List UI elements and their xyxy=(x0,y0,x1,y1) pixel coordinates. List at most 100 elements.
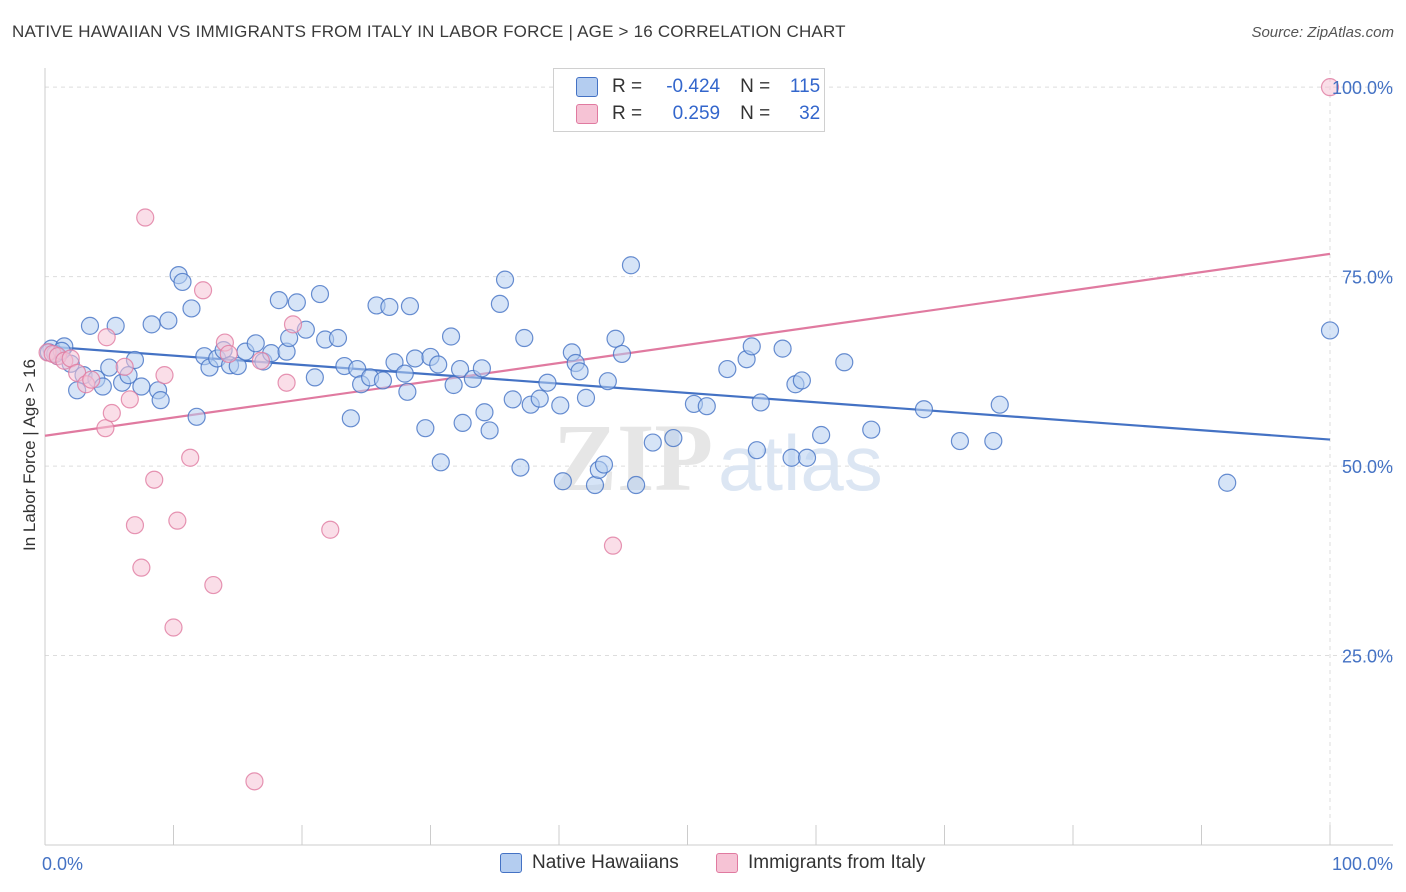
point-native-hawaiians xyxy=(142,315,161,334)
point-native-hawaiians xyxy=(450,359,470,379)
point-native-hawaiians xyxy=(530,389,549,408)
y-tick-label: 100.0% xyxy=(1332,78,1393,98)
point-immigrants-italy xyxy=(120,390,139,409)
point-native-hawaiians xyxy=(472,359,491,378)
legend-item-immigrants-italy: Immigrants from Italy xyxy=(716,852,925,874)
point-native-hawaiians xyxy=(400,297,420,316)
point-native-hawaiians xyxy=(773,339,792,358)
point-native-hawaiians xyxy=(182,299,201,318)
point-native-hawaiians xyxy=(475,403,494,422)
point-immigrants-italy xyxy=(283,315,303,334)
point-native-hawaiians xyxy=(553,472,572,491)
point-immigrants-italy xyxy=(132,558,151,577)
point-immigrants-italy xyxy=(251,351,270,370)
legend-n-label: N = xyxy=(740,103,771,124)
point-native-hawaiians xyxy=(159,311,178,330)
point-immigrants-italy xyxy=(277,373,296,392)
point-native-hawaiians xyxy=(511,458,530,477)
point-native-hawaiians xyxy=(1218,473,1237,492)
point-native-hawaiians xyxy=(187,407,206,426)
point-immigrants-italy xyxy=(1320,78,1340,97)
point-native-hawaiians xyxy=(576,388,596,407)
point-native-hawaiians xyxy=(453,413,472,432)
data-points xyxy=(38,78,1340,791)
legend-swatch-pink xyxy=(576,104,598,124)
legend-item-native-hawaiians: Native Hawaiians xyxy=(500,852,679,874)
legend-r-label: R = xyxy=(612,76,643,97)
legend-row-immigrants-italy: R = 0.259 N = 32 xyxy=(576,101,820,127)
y-tick-labels: 25.0% 50.0% 75.0% 100.0% xyxy=(1332,78,1393,666)
trend-line-immigrants-italy xyxy=(44,252,1331,437)
chart-source: Source: ZipAtlas.com xyxy=(1251,24,1394,41)
point-native-hawaiians xyxy=(606,329,625,348)
point-native-hawaiians xyxy=(228,356,247,376)
x-tick-label-max: 100.0% xyxy=(1332,854,1393,874)
point-native-hawaiians xyxy=(812,425,831,445)
point-native-hawaiians xyxy=(742,337,761,356)
point-native-hawaiians xyxy=(495,270,515,289)
legend-swatch-blue xyxy=(576,77,598,97)
watermark-zip: ZIP xyxy=(553,404,713,511)
legend-n-value: 115 xyxy=(789,76,821,97)
legend-r-value: -0.424 xyxy=(666,76,721,97)
point-native-hawaiians xyxy=(395,364,414,383)
y-tick-label: 50.0% xyxy=(1342,457,1393,477)
point-immigrants-italy xyxy=(603,536,623,555)
chart-title: NATIVE HAWAIIAN VS IMMIGRANTS FROM ITALY… xyxy=(12,22,846,41)
point-native-hawaiians xyxy=(914,400,934,419)
point-immigrants-italy xyxy=(145,470,164,489)
point-immigrants-italy xyxy=(321,520,340,539)
legend-n-label: N = xyxy=(740,76,771,97)
point-immigrants-italy xyxy=(136,208,155,227)
point-native-hawaiians xyxy=(643,433,662,452)
point-native-hawaiians xyxy=(835,353,854,372)
point-native-hawaiians xyxy=(751,393,770,412)
point-immigrants-italy xyxy=(115,357,134,376)
point-immigrants-italy xyxy=(96,419,115,438)
point-native-hawaiians xyxy=(385,353,404,372)
point-native-hawaiians xyxy=(341,409,360,428)
point-native-hawaiians xyxy=(80,316,100,335)
point-native-hawaiians xyxy=(503,390,522,409)
point-native-hawaiians xyxy=(718,359,737,379)
point-native-hawaiians xyxy=(594,455,614,474)
point-native-hawaiians xyxy=(551,396,570,415)
point-native-hawaiians xyxy=(480,421,499,440)
point-native-hawaiians xyxy=(380,297,399,317)
point-native-hawaiians xyxy=(984,431,1003,451)
point-native-hawaiians xyxy=(782,448,801,467)
point-native-hawaiians xyxy=(792,371,811,390)
legend-row-native-hawaiians: R = -0.424 N = 115 xyxy=(576,74,820,100)
point-immigrants-italy xyxy=(155,366,174,385)
point-native-hawaiians xyxy=(538,373,557,392)
point-native-hawaiians xyxy=(664,428,683,448)
point-native-hawaiians xyxy=(612,344,632,364)
point-native-hawaiians xyxy=(621,256,641,275)
legend-label: Native Hawaiians xyxy=(532,852,679,873)
y-tick-label: 25.0% xyxy=(1342,647,1393,667)
point-native-hawaiians xyxy=(697,397,716,416)
point-native-hawaiians xyxy=(287,293,306,312)
point-native-hawaiians xyxy=(431,453,450,472)
point-native-hawaiians xyxy=(797,448,817,467)
y-axis-title: In Labor Force | Age > 16 xyxy=(20,359,39,551)
point-immigrants-italy xyxy=(82,370,101,389)
point-native-hawaiians xyxy=(950,431,970,451)
point-native-hawaiians xyxy=(405,349,425,368)
point-immigrants-italy xyxy=(193,281,213,300)
point-native-hawaiians xyxy=(626,475,646,495)
legend-swatch-blue xyxy=(500,853,522,873)
axes xyxy=(44,68,1393,846)
point-native-hawaiians xyxy=(747,441,766,460)
point-native-hawaiians xyxy=(151,391,170,410)
point-native-hawaiians xyxy=(398,382,417,401)
point-immigrants-italy xyxy=(245,772,264,791)
point-native-hawaiians xyxy=(444,375,463,395)
point-immigrants-italy xyxy=(181,448,200,467)
point-native-hawaiians xyxy=(246,334,265,353)
point-native-hawaiians xyxy=(441,327,461,346)
point-native-hawaiians xyxy=(598,372,617,391)
point-immigrants-italy xyxy=(97,328,116,347)
point-native-hawaiians xyxy=(862,420,881,439)
